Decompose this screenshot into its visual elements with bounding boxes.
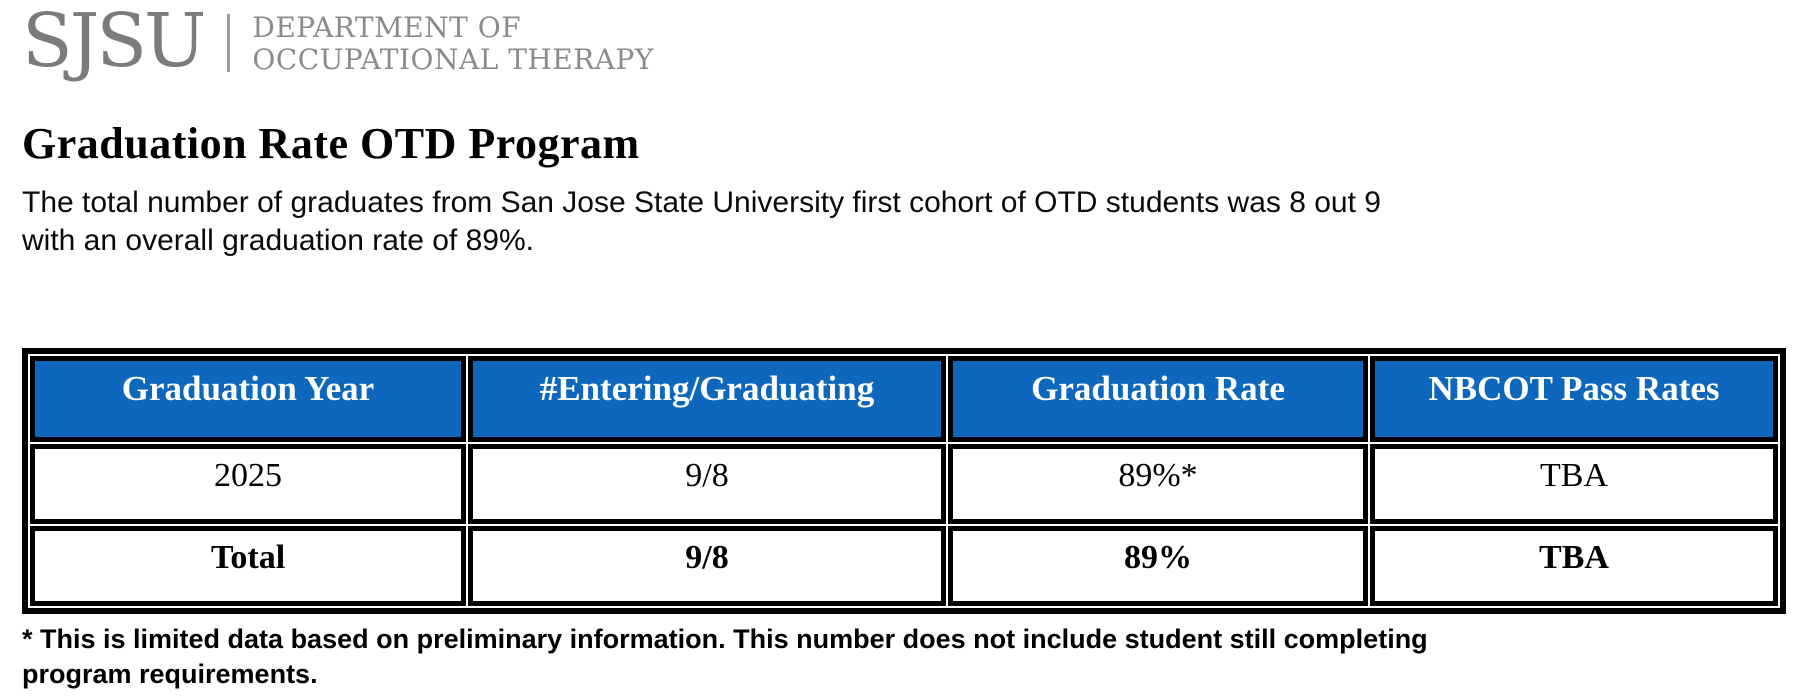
footnote-line-1: * This is limited data based on prelimin… xyxy=(22,624,1428,654)
sjsu-wordmark: SJSU xyxy=(22,0,206,84)
logo-department-line2: OCCUPATIONAL THERAPY xyxy=(252,43,654,76)
sjsu-logo: SJSU DEPARTMENT OF OCCUPATIONAL THERAPY xyxy=(22,4,1780,90)
logo-department-line1: DEPARTMENT OF xyxy=(252,11,522,44)
cell-nbcot-pass-rate: TBA xyxy=(1370,444,1778,524)
cell-total-graduation-rate: 89% xyxy=(948,526,1368,606)
intro-text: The total number of graduates from San J… xyxy=(22,184,1780,260)
table-row-total: Total 9/8 89% TBA xyxy=(30,526,1778,606)
col-header-entering-graduating: #Entering/Graduating xyxy=(468,356,946,442)
table-header-row: Graduation Year #Entering/Graduating Gra… xyxy=(30,356,1778,442)
footnote-line-2: program requirements. xyxy=(22,659,318,689)
logo-department-name: DEPARTMENT OF OCCUPATIONAL THERAPY xyxy=(252,8,653,76)
intro-line-1: The total number of graduates from San J… xyxy=(22,186,1381,219)
logo-divider xyxy=(227,14,231,72)
cell-year: 2025 xyxy=(30,444,466,524)
intro-line-2: with an overall graduation rate of 89%. xyxy=(22,224,534,257)
cell-total-nbcot-pass-rate: TBA xyxy=(1370,526,1778,606)
cell-entering-graduating: 9/8 xyxy=(468,444,946,524)
footnote: * This is limited data based on prelimin… xyxy=(22,622,1780,692)
graduation-rate-table: Graduation Year #Entering/Graduating Gra… xyxy=(22,348,1786,614)
col-header-graduation-year: Graduation Year xyxy=(30,356,466,442)
page-title: Graduation Rate OTD Program xyxy=(22,119,640,168)
col-header-graduation-rate: Graduation Rate xyxy=(948,356,1368,442)
cell-graduation-rate: 89%* xyxy=(948,444,1368,524)
cell-total-label: Total xyxy=(30,526,466,606)
table-row-2025: 2025 9/8 89%* TBA xyxy=(30,444,1778,524)
cell-total-entering-graduating: 9/8 xyxy=(468,526,946,606)
col-header-nbcot-pass-rates: NBCOT Pass Rates xyxy=(1370,356,1778,442)
